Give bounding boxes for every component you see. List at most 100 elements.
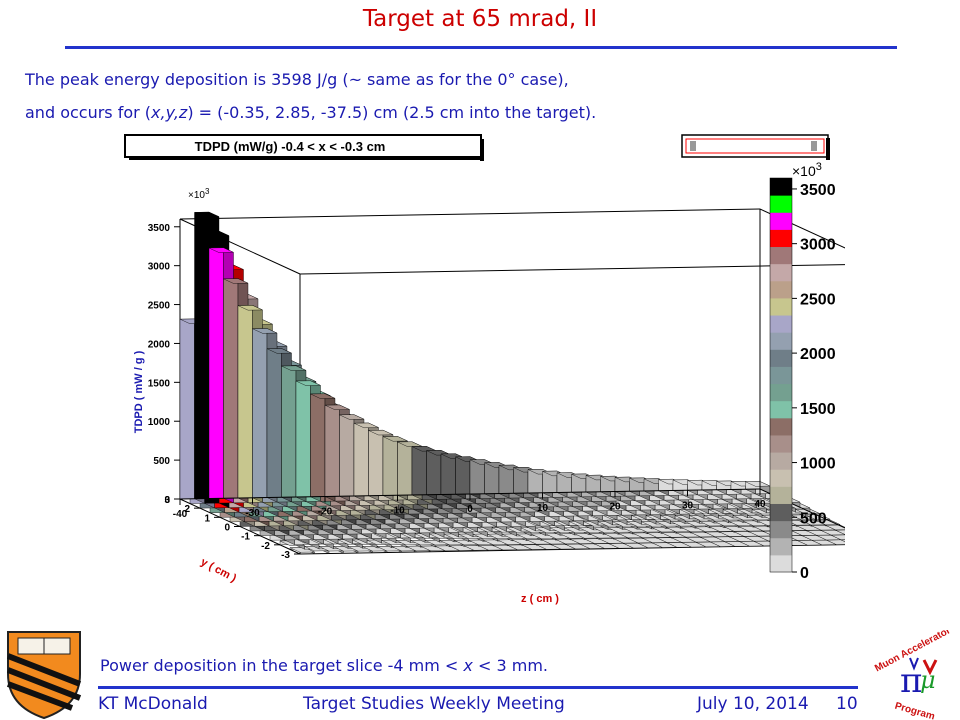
palette-swatch — [770, 520, 792, 539]
title-box-shadow-bottom — [129, 156, 484, 160]
palette-swatch — [770, 469, 792, 487]
palette-swatch — [770, 366, 792, 385]
plot-frame: TDPD (mW/g) -0.4 < x < -0.3 cm ×103 ×103… — [120, 132, 881, 622]
palette-tick-label: 2500 — [800, 291, 836, 308]
palette-swatch — [770, 400, 792, 419]
palette-swatch — [770, 417, 792, 436]
palette-swatch — [770, 195, 792, 213]
palette-border — [769, 177, 793, 573]
bar-front-face — [237, 305, 253, 499]
svg-text:Program: Program — [893, 701, 936, 720]
palette-swatch — [770, 332, 792, 350]
title-rule — [65, 46, 897, 49]
intro-text-a: The peak energy deposition is 3598 J/g (… — [25, 70, 508, 89]
palette-swatch — [770, 178, 792, 196]
bar-top-face — [295, 380, 321, 386]
palette-swatch — [770, 554, 792, 573]
bar-front-face — [179, 318, 195, 500]
z-tick-label: 2500 — [148, 301, 171, 312]
figure-caption: Power deposition in the target slice -4 … — [100, 656, 548, 675]
z-tick-label: 2000 — [148, 339, 171, 350]
box-back-top — [299, 263, 881, 275]
caption-text-a: Power deposition in the target slice -4 … — [100, 656, 464, 675]
y-tick-label: 3 — [164, 495, 170, 506]
lego-chart: TDPD (mW/g) -0.4 < x < -0.3 cm ×103 ×103… — [124, 134, 881, 605]
bar-front-face — [339, 414, 355, 497]
palette-swatch — [770, 280, 792, 299]
footer-rule — [98, 686, 858, 689]
stats-glyph-right — [811, 141, 817, 151]
princeton-shield-logo — [6, 631, 82, 720]
intro-line-2: and occurs for (x,y,z) = (-0.35, 2.85, -… — [25, 103, 596, 122]
z-exponent-right: ×103 — [792, 161, 822, 179]
x-axis-title: z ( cm ) — [521, 593, 559, 605]
y-tick-label: 1 — [204, 513, 210, 524]
z-tick-label: 3000 — [148, 262, 171, 273]
y-tick-label: -2 — [261, 541, 270, 552]
palette-swatch — [770, 503, 792, 522]
z-exp-right-base: ×10 — [792, 163, 816, 179]
palette-swatch — [770, 434, 792, 453]
palette-swatch — [770, 383, 792, 402]
footer-author: KT McDonald — [98, 694, 208, 714]
caption-x-italic: x — [463, 656, 473, 675]
muon-accelerator-program-logo: Muon Accelerator π μ Program — [873, 630, 953, 720]
bar-front-face — [426, 450, 442, 495]
palette-swatch — [770, 349, 792, 367]
palette-swatch — [770, 537, 792, 556]
z-exp-left-base: ×10 — [188, 190, 205, 201]
bar-top-face — [208, 247, 234, 253]
intro-line-1: The peak energy deposition is 3598 J/g (… — [25, 70, 569, 89]
y-tick-label: 2 — [184, 504, 190, 515]
bar-front-face — [223, 278, 239, 499]
z-axis-title: TDPD ( mW / g ) — [133, 350, 145, 433]
palette-swatch — [770, 246, 792, 265]
y-tick-label: -1 — [241, 532, 250, 543]
x-tick-label: -10 — [390, 505, 405, 516]
bar-front-face — [208, 247, 224, 499]
slide-title: Target at 65 mrad, II — [362, 6, 598, 32]
bar-top-face — [353, 422, 379, 429]
xyz-italic: x,y,z — [151, 103, 188, 122]
bar-top-face — [382, 436, 408, 442]
y-tick-label: -3 — [281, 550, 290, 561]
bar-top-face — [289, 547, 315, 553]
bar-front-face — [368, 429, 384, 496]
bar-front-face — [469, 459, 485, 495]
palette-tick-label: 3500 — [800, 182, 836, 199]
bar-front-face — [455, 456, 471, 495]
color-palette: 0 500 1000 1500 2000 2500 3000 3500 — [769, 177, 836, 582]
bar-front-face — [353, 422, 369, 497]
bar-top-face — [252, 328, 278, 334]
palette-swatch — [770, 486, 792, 504]
title-box-shadow — [480, 139, 484, 161]
z-exponent-left: ×103 — [188, 187, 210, 201]
palette-swatch — [770, 452, 792, 470]
intro-text-c: and occurs for ( — [25, 103, 152, 122]
palette-tick-label: 1000 — [800, 456, 836, 473]
bar-top-face — [339, 414, 365, 420]
stats-box — [681, 134, 829, 158]
x-tick-label: -20 — [318, 507, 333, 518]
bar-top-face — [266, 348, 292, 354]
mu-glyph: μ — [920, 666, 936, 694]
z-exp-left-power: 3 — [205, 187, 210, 196]
intro-text-d: ) = (-0.35, 2.85, -37.5) cm (2.5 cm into… — [187, 103, 597, 122]
z-exp-right-power: 3 — [816, 161, 822, 173]
palette-swatch — [770, 315, 792, 333]
stats-box-shadow — [826, 138, 830, 160]
bar-front-face — [310, 393, 326, 497]
intro-text-b: case), — [515, 70, 569, 89]
palette-tick-label: 1500 — [800, 401, 836, 418]
z-tick-label: 1500 — [148, 378, 171, 389]
palette-tick-label: 0 — [800, 565, 809, 582]
bar-front-face — [266, 348, 282, 498]
bar-front-face — [324, 404, 340, 497]
palette-tick-label: 3000 — [800, 237, 836, 254]
x-tick-label: 40 — [754, 499, 766, 510]
palette-swatch — [770, 263, 792, 282]
z-tick-label: 3500 — [148, 223, 171, 234]
palette-tick-label: 2000 — [800, 346, 836, 363]
palette-swatch — [770, 229, 792, 248]
